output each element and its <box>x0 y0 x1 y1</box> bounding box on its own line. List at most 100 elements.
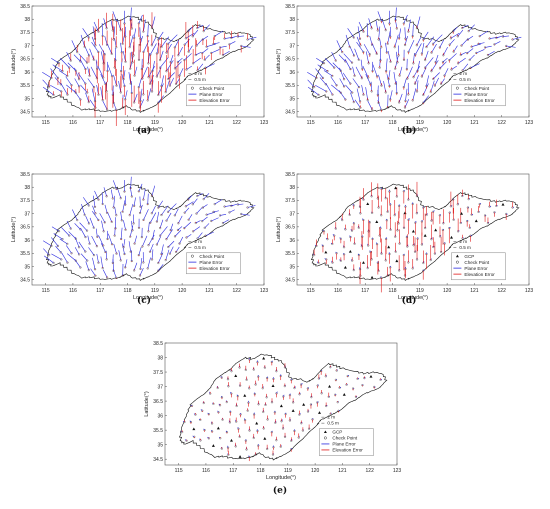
check-point-marker <box>185 236 188 239</box>
plane-error-vector <box>467 206 469 208</box>
plane-error-vector <box>80 227 86 238</box>
check-point-marker <box>461 69 464 72</box>
plane-error-vector <box>315 84 327 92</box>
gcp-marker <box>255 421 259 425</box>
legend-gcp-symbol <box>455 254 459 258</box>
plane-error-vector <box>133 93 138 103</box>
plane-error-vector <box>74 67 80 80</box>
gcp-marker <box>395 259 399 263</box>
plane-error-vector <box>150 212 157 223</box>
check-point-marker <box>77 246 81 249</box>
y-tick-label: 34.5 <box>153 457 163 463</box>
scale-label: 2 m <box>194 239 202 244</box>
plane-error-vector <box>387 51 391 62</box>
plane-error-vector <box>102 100 108 110</box>
plane-error-vector <box>158 83 164 96</box>
plane-error-vector <box>319 77 327 85</box>
plane-error-vector <box>205 63 215 69</box>
plane-error-vector <box>159 57 169 68</box>
plane-error-vector <box>496 35 504 39</box>
plane-error-vector <box>453 45 458 52</box>
plane-error-vector <box>422 269 425 271</box>
plane-error-vector <box>494 41 501 45</box>
y-axis-label: Latitude(°) <box>144 391 150 417</box>
plane-error-vector <box>50 84 62 92</box>
plane-error-vector <box>159 219 164 229</box>
gcp-marker <box>366 202 370 206</box>
plane-error-vector <box>151 36 157 46</box>
plane-error-vector <box>113 243 117 254</box>
plane-error-vector <box>433 72 440 80</box>
plane-error-vector <box>203 24 210 32</box>
y-tick-label: 36 <box>157 413 163 419</box>
check-point-marker <box>59 251 62 254</box>
check-point-marker <box>115 276 118 279</box>
plane-error-vector <box>51 226 60 232</box>
y-tick-label: 36.5 <box>285 225 295 231</box>
y-tick-label: 37.5 <box>153 370 163 376</box>
plane-error-vector <box>352 66 355 76</box>
plane-error-vector <box>217 410 219 413</box>
plane-error-vector <box>200 409 203 411</box>
gcp-marker <box>387 245 391 249</box>
plane-error-vector <box>396 51 398 63</box>
plane-error-vector <box>206 211 216 216</box>
check-point-marker <box>184 205 187 208</box>
plane-error-vector <box>90 268 96 276</box>
check-point-marker <box>357 58 360 61</box>
plane-error-vector <box>161 75 164 87</box>
check-point-marker <box>133 269 136 272</box>
y-tick-label: 34.5 <box>285 278 295 284</box>
check-point-marker <box>331 74 334 77</box>
plane-error-vector <box>95 59 98 69</box>
x-tick-label: 123 <box>260 120 269 126</box>
plane-error-vector <box>439 214 441 216</box>
x-tick-label: 115 <box>307 288 315 294</box>
check-point-marker <box>167 245 170 249</box>
gcp-marker <box>302 403 306 406</box>
plane-error-vector <box>61 252 68 263</box>
x-axis-label: Longitude(°) <box>133 295 163 301</box>
plane-error-vector <box>165 249 170 261</box>
check-point-marker <box>61 238 64 241</box>
x-tick-label: 118 <box>124 288 132 294</box>
panel-caption: (e) <box>273 485 287 496</box>
plane-error-vector <box>404 99 410 108</box>
gcp-marker <box>370 275 374 279</box>
plane-error-vector <box>479 30 489 37</box>
y-tick-label: 36.5 <box>153 399 163 405</box>
x-tick-label: 115 <box>307 120 315 126</box>
plane-error-vector <box>378 74 382 86</box>
plane-error-vector <box>343 53 353 63</box>
plane-error-vector <box>479 203 482 205</box>
x-tick-label: 120 <box>311 468 320 474</box>
plane-error-vector <box>450 32 460 39</box>
y-tick-label: 38 <box>289 185 295 191</box>
plane-error-vector <box>221 395 223 398</box>
plane-error-vector <box>124 259 128 268</box>
plane-error-vector <box>158 200 163 208</box>
plane-error-vector <box>42 86 54 96</box>
y-tick-label: 35.5 <box>153 428 163 434</box>
coastline-outline <box>178 353 388 461</box>
scale-label: 2 m <box>194 71 202 76</box>
plane-error-vector <box>442 57 448 63</box>
plane-error-vector <box>230 391 232 394</box>
plane-error-vector <box>174 230 182 237</box>
gcp-marker <box>271 384 275 387</box>
check-point-marker <box>87 204 90 207</box>
plane-error-vector <box>138 183 143 192</box>
plane-error-vector <box>112 180 117 190</box>
x-tick-label: 117 <box>361 288 369 294</box>
plane-error-vector <box>395 7 397 21</box>
plane-error-vector <box>55 245 62 253</box>
plane-error-vector <box>151 185 156 197</box>
plane-error-vector <box>241 45 251 48</box>
plane-error-vector <box>231 203 239 207</box>
gcp-marker <box>318 411 322 414</box>
y-axis-label: Latitude(°) <box>276 217 282 243</box>
plane-error-vector <box>175 246 180 253</box>
plane-error-vector <box>356 36 361 46</box>
gcp-marker <box>328 384 332 388</box>
plane-error-vector <box>117 19 122 31</box>
